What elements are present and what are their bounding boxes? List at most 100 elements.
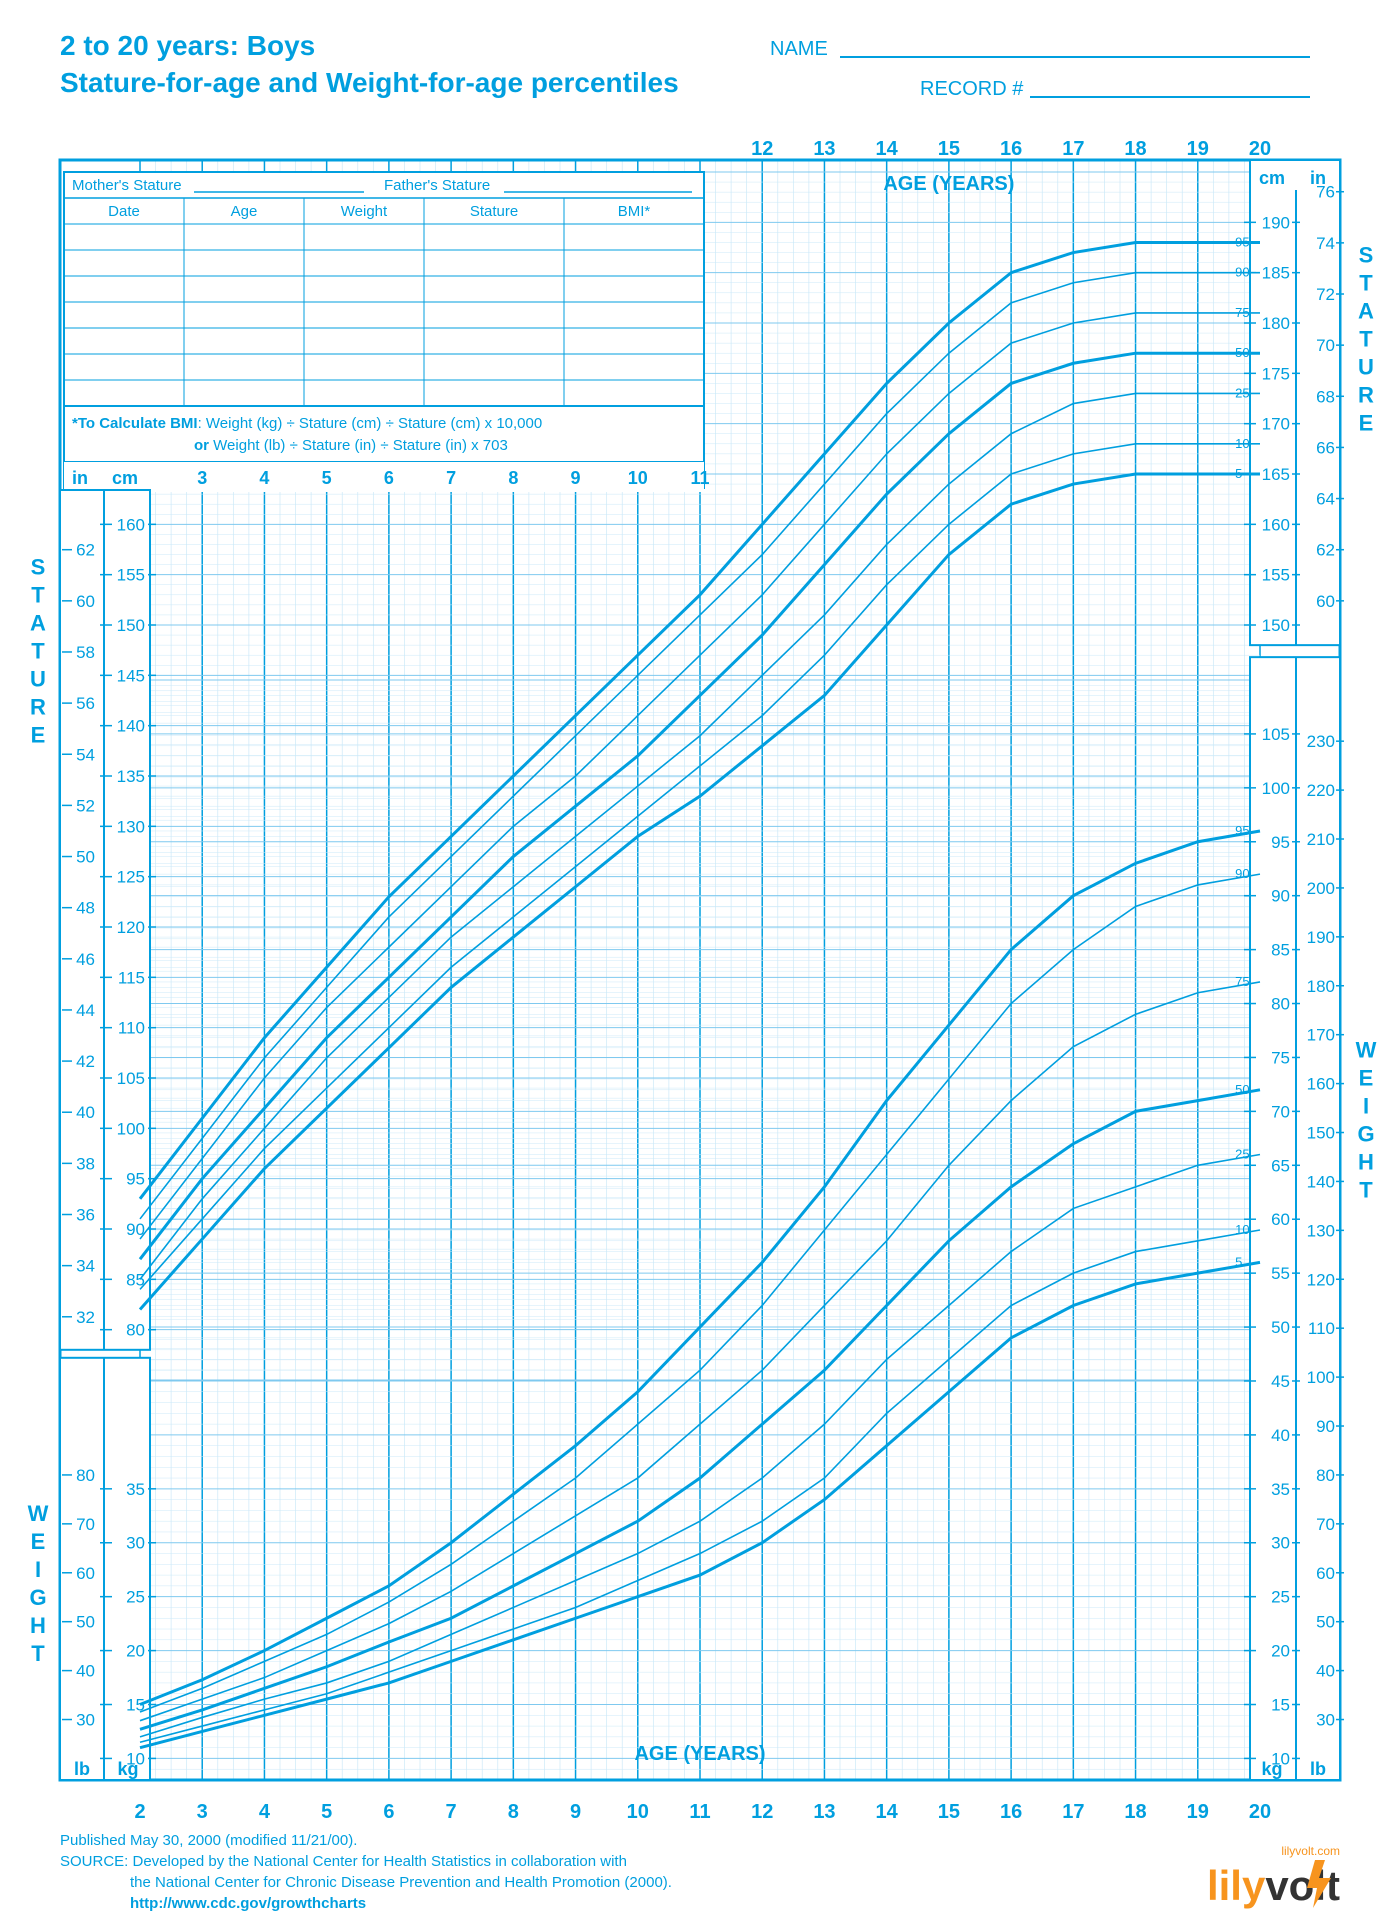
stature-cm-left: 150: [117, 616, 145, 635]
age-tick-mid: 3: [197, 468, 207, 488]
stature-cm-left: 115: [118, 968, 145, 987]
stature-in-left: 60: [76, 592, 95, 611]
age-tick-mid: 7: [446, 468, 456, 488]
stature-in-left: 50: [76, 848, 95, 867]
svg-text:in: in: [72, 468, 88, 488]
svg-text:H: H: [1358, 1149, 1374, 1174]
svg-text:cm: cm: [112, 468, 138, 488]
weight-kg-right: 25: [1271, 1588, 1290, 1607]
age-tick-bottom: 3: [197, 1801, 208, 1823]
weight-kg-right: 75: [1271, 1048, 1290, 1067]
stature-cm-right: 170: [1262, 415, 1290, 434]
stature-in-right: 76: [1316, 183, 1335, 202]
age-tick-mid: 9: [571, 468, 581, 488]
weight-pct-label: 95: [1235, 823, 1249, 838]
stature-cm-right: 165: [1262, 465, 1290, 484]
stature-cm-left: 160: [117, 515, 145, 534]
weight-kg-right: 50: [1271, 1318, 1290, 1337]
stature-in-left: 34: [76, 1257, 95, 1276]
stature-in-right: 68: [1316, 387, 1335, 406]
weight-lb-right: 120: [1307, 1270, 1335, 1289]
svg-text:S: S: [31, 555, 46, 580]
stature-in-left: 54: [76, 745, 95, 764]
weight-lb-right: 30: [1316, 1711, 1335, 1730]
stature-cm-right: 150: [1262, 616, 1290, 635]
weight-lb-left: 40: [76, 1662, 95, 1681]
weight-kg-right: 20: [1271, 1642, 1290, 1661]
weight-kg-right: 100: [1262, 779, 1290, 798]
weight-lb-left: 80: [76, 1466, 95, 1485]
stature-cm-left: 140: [117, 717, 145, 736]
weight-lb-right: 190: [1307, 928, 1335, 947]
svg-text:T: T: [1359, 1177, 1373, 1202]
stature-in-left: 40: [76, 1103, 95, 1122]
stature-cm-left: 130: [117, 817, 145, 836]
stature-in-left: 46: [76, 950, 95, 969]
weight-lb-right: 170: [1307, 1026, 1335, 1045]
growth-chart: 2 to 20 years: BoysStature-for-age and W…: [0, 0, 1400, 1931]
weight-kg-right: 90: [1271, 887, 1290, 906]
age-tick-top: 18: [1124, 138, 1146, 160]
svg-text:T: T: [1359, 327, 1373, 352]
weight-lb-right: 100: [1307, 1368, 1335, 1387]
age-tick-bottom: 19: [1187, 1801, 1209, 1823]
title-line2: Stature-for-age and Weight-for-age perce…: [60, 67, 679, 98]
stature-cm-left: 120: [117, 918, 145, 937]
age-tick-bottom: 7: [446, 1801, 457, 1823]
stature-cm-right: 185: [1262, 264, 1290, 283]
svg-text:U: U: [30, 667, 46, 692]
stature-pct-label: 75: [1235, 305, 1249, 320]
age-tick-mid: 4: [259, 468, 269, 488]
stature-in-right: 72: [1316, 285, 1335, 304]
stature-cm-left: 125: [117, 868, 145, 887]
weight-lb-right: 160: [1307, 1075, 1335, 1094]
svg-text:BMI*: BMI*: [618, 203, 651, 220]
stature-cm-left: 105: [117, 1069, 145, 1088]
stature-label-left: STATURE: [30, 555, 46, 748]
weight-pct-label: 10: [1235, 1222, 1249, 1237]
age-tick-bottom: 2: [134, 1801, 145, 1823]
footer-source1: SOURCE: Developed by the National Center…: [60, 1853, 627, 1870]
age-tick-mid: 10: [628, 468, 648, 488]
age-tick-mid: 6: [384, 468, 394, 488]
stature-in-left: 62: [76, 541, 95, 560]
stature-pct-label: 50: [1235, 345, 1249, 360]
weight-lb-left: 70: [76, 1515, 95, 1534]
age-tick-bottom: 15: [938, 1801, 960, 1823]
stature-in-right: 62: [1316, 541, 1335, 560]
svg-text:Date: Date: [108, 203, 140, 220]
age-tick-bottom: 14: [876, 1801, 899, 1823]
stature-in-left: 58: [76, 643, 95, 662]
weight-kg-right: 85: [1271, 941, 1290, 960]
stature-in-right: 66: [1316, 438, 1335, 457]
weight-lb-left: 30: [76, 1711, 95, 1730]
weight-lb-right: 210: [1307, 830, 1335, 849]
age-tick-top: 16: [1000, 138, 1022, 160]
svg-text:R: R: [30, 695, 46, 720]
stature-pct-label: 10: [1235, 436, 1249, 451]
weight-lb-right: 150: [1307, 1124, 1335, 1143]
footer-url: http://www.cdc.gov/growthcharts: [130, 1895, 366, 1912]
svg-text:cm: cm: [1259, 168, 1285, 188]
weight-lb-right: 140: [1307, 1172, 1335, 1191]
svg-text:kg: kg: [1261, 1759, 1282, 1779]
svg-text:E: E: [31, 1529, 46, 1554]
weight-pct-label: 90: [1235, 866, 1249, 881]
weight-kg-right: 80: [1271, 995, 1290, 1014]
weight-lb-right: 60: [1316, 1564, 1335, 1583]
svg-text:E: E: [1359, 411, 1374, 436]
weight-pct-label: 75: [1235, 974, 1249, 989]
age-tick-bottom: 16: [1000, 1801, 1022, 1823]
weight-kg-right: 35: [1271, 1480, 1290, 1499]
age-tick-top: 12: [751, 138, 773, 160]
svg-text:I: I: [1363, 1093, 1369, 1118]
stature-in-left: 38: [76, 1154, 95, 1173]
weight-lb-right: 180: [1307, 977, 1335, 996]
svg-text:G: G: [29, 1585, 46, 1610]
svg-text:W: W: [28, 1501, 49, 1526]
stature-cm-left: 95: [126, 1170, 145, 1189]
svg-text:I: I: [35, 1557, 41, 1582]
svg-text:R: R: [1358, 383, 1374, 408]
stature-cm-left: 80: [126, 1321, 145, 1340]
stature-label-right: STATURE: [1358, 243, 1374, 436]
